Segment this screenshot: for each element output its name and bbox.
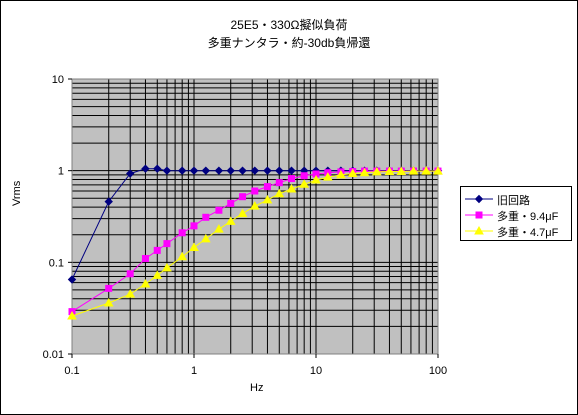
series-line: [71, 170, 438, 313]
data-point: [189, 242, 199, 252]
x-tick-label: 10: [310, 365, 322, 377]
data-point: [140, 279, 151, 288]
y-axis-label: Vrms: [11, 180, 23, 206]
series-line: [71, 170, 438, 317]
data-point: [226, 166, 235, 175]
data-point: [126, 270, 134, 278]
chart-title-line-1: 25E5・330Ω擬似負荷: [230, 18, 348, 32]
data-point: [237, 208, 248, 218]
data-point: [225, 216, 236, 225]
legend-item-series-3: 多重・4.7μF: [465, 223, 571, 239]
data-point: [300, 172, 308, 180]
data-point: [239, 193, 247, 201]
data-point: [153, 246, 161, 254]
x-tick-label: 100: [429, 365, 447, 377]
data-point: [125, 289, 136, 298]
data-point: [396, 166, 407, 175]
legend-item-series-2: 多重・9.4μF: [465, 207, 571, 223]
data-point: [421, 166, 432, 175]
legend-swatch-marker: [475, 211, 483, 219]
data-point: [152, 270, 163, 279]
data-point: [238, 166, 247, 175]
legend-label-series-2: 多重・9.4μF: [497, 211, 559, 223]
data-point: [105, 284, 113, 292]
data-point: [262, 194, 273, 204]
data-point: [104, 197, 113, 206]
data-point: [215, 206, 223, 214]
data-point: [287, 166, 296, 175]
data-point: [408, 166, 419, 175]
data-point: [177, 251, 188, 261]
legend: 旧回路 多重・9.4μF 多重・4.7μF: [460, 186, 572, 241]
data-point: [299, 179, 310, 188]
legend-swatch-series-1: [465, 194, 493, 204]
data-point: [177, 166, 187, 175]
data-point: [311, 175, 321, 184]
data-point: [200, 233, 211, 243]
data-point: [162, 262, 172, 272]
data-point: [201, 166, 211, 175]
legend-item-series-1: 旧回路: [465, 191, 571, 207]
legend-label-series-1: 旧回路: [497, 195, 530, 207]
data-point: [275, 166, 284, 175]
data-point: [67, 275, 77, 284]
data-point: [227, 199, 235, 207]
data-point: [347, 168, 358, 178]
data-point: [250, 166, 260, 175]
legend-label-series-3: 多重・4.7μF: [497, 227, 559, 239]
plot-border: [71, 78, 439, 355]
plot-area: [72, 79, 438, 354]
data-point: [286, 184, 297, 193]
data-point: [214, 224, 224, 233]
data-point: [189, 166, 199, 175]
y-tick-label: 10: [52, 74, 64, 86]
data-point: [202, 213, 210, 221]
data-point: [162, 166, 172, 175]
y-tick-label: 0.01: [43, 349, 64, 361]
data-point: [163, 240, 171, 248]
y-tick-label: 0.1: [49, 257, 64, 269]
data-point: [251, 187, 259, 195]
data-point: [433, 166, 443, 175]
chart-title-line-2: 多重ナンタラ・約-30db負帰還: [207, 36, 371, 50]
data-point: [322, 172, 333, 181]
data-point: [336, 169, 346, 179]
data-point: [249, 201, 260, 210]
data-point: [384, 166, 395, 175]
legend-swatch-marker: [474, 225, 484, 235]
data-point: [214, 166, 224, 175]
x-tick-label: 0.1: [64, 365, 79, 377]
data-point: [153, 164, 162, 173]
data-point: [371, 166, 382, 176]
series-3: [67, 166, 443, 320]
y-tick-label: 1: [58, 166, 64, 178]
x-tick-label: 1: [191, 365, 197, 377]
data-point: [178, 229, 186, 237]
legend-swatch-series-3: [465, 225, 493, 235]
data-point: [141, 255, 149, 263]
x-axis-label: Hz: [250, 382, 264, 394]
data-point: [67, 310, 77, 320]
data-point: [274, 188, 285, 198]
data-point: [263, 166, 272, 175]
data-point: [103, 297, 114, 307]
data-point: [126, 169, 135, 178]
data-point: [288, 175, 296, 183]
data-point: [359, 167, 370, 177]
data-point: [275, 179, 283, 187]
data-point: [263, 183, 271, 191]
data-point: [190, 222, 198, 230]
data-point: [141, 164, 150, 173]
legend-swatch-marker: [474, 194, 484, 204]
legend-swatch-series-2: [465, 211, 493, 219]
